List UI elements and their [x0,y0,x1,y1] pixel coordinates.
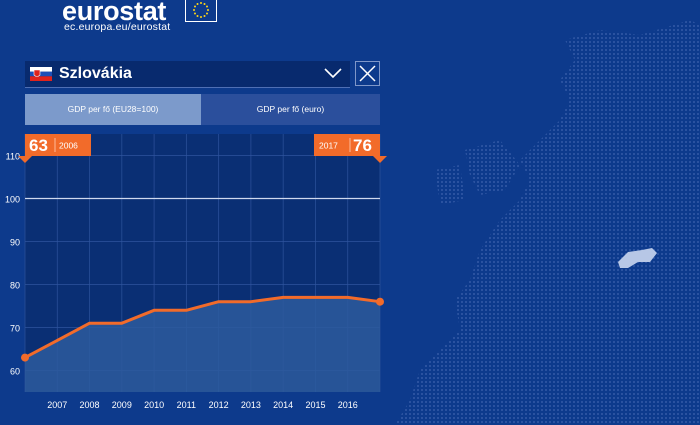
x-tick-label: 2012 [209,400,229,410]
x-tick-label: 2014 [273,400,293,410]
indicator-tabs: GDP per fő (EU28=100) GDP per fő (euro) [25,94,380,125]
gdp-chart: 60 70 80 90 100 110 2007 2008 2009 2010 2011 2012 20… [0,130,400,425]
end-badge-pointer [373,156,387,163]
end-badge-bg [314,134,380,156]
data-point-end [376,297,384,306]
slovakia-flag-icon [30,67,52,81]
x-tick-label: 2015 [305,400,325,410]
y-tick-label: 100 [5,195,20,205]
x-tick-label: 2008 [80,400,100,410]
country-dropdown[interactable]: Szlovákia [25,61,350,88]
start-badge-bg [25,134,91,156]
start-badge-value: 63 [29,136,48,155]
close-button[interactable] [355,61,380,86]
end-badge-value: 76 [353,136,372,155]
data-point-start [21,353,29,362]
chevron-down-icon[interactable] [324,67,342,79]
end-badge-year: 2017 [319,141,338,151]
y-tick-label: 90 [10,238,20,248]
x-tick-label: 2016 [338,400,358,410]
x-tick-label: 2007 [47,400,67,410]
y-tick-label: 80 [10,281,20,291]
eurostat-url: ec.europa.eu/eurostat [64,21,171,33]
eurostat-logo[interactable]: eurostat [62,0,167,26]
close-icon [359,65,376,82]
y-tick-label: 60 [10,367,20,377]
start-badge-year: 2006 [59,141,78,151]
tab-gdp-euro[interactable]: GDP per fő (euro) [201,94,380,125]
y-tick-label: 110 [6,152,20,162]
tab-gdp-index[interactable]: GDP per fő (EU28=100) [25,94,201,125]
y-tick-label: 70 [10,324,20,334]
x-tick-label: 2009 [112,400,132,410]
start-badge-pointer [18,156,32,163]
series-line [24,295,381,359]
x-tick-label: 2013 [241,400,261,410]
slovakia-highlight [618,248,657,268]
selected-country: Szlovákia [59,65,132,82]
x-tick-label: 2011 [177,400,196,410]
series-area [25,297,380,392]
eu-flag-icon [185,0,217,22]
x-tick-label: 2010 [144,400,164,410]
